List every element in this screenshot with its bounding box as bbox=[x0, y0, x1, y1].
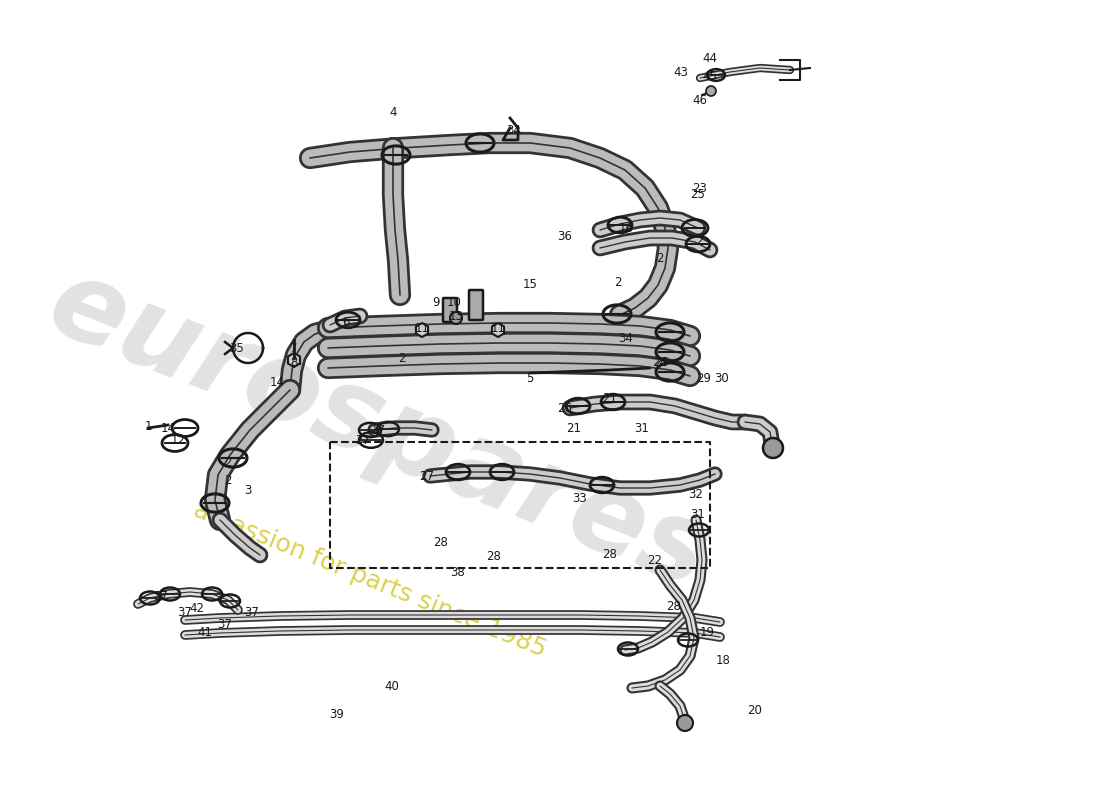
Text: 2: 2 bbox=[696, 234, 704, 246]
Text: 19: 19 bbox=[700, 626, 715, 638]
Text: 17: 17 bbox=[371, 423, 385, 437]
Text: 15: 15 bbox=[522, 278, 538, 291]
Text: 28: 28 bbox=[667, 601, 681, 614]
Text: a passion for parts since 1985: a passion for parts since 1985 bbox=[190, 498, 550, 662]
Polygon shape bbox=[288, 353, 300, 367]
Text: 11: 11 bbox=[491, 322, 506, 334]
Text: 25: 25 bbox=[691, 189, 705, 202]
Text: 43: 43 bbox=[673, 66, 689, 78]
Text: 37: 37 bbox=[244, 606, 260, 618]
Text: 45: 45 bbox=[703, 70, 717, 82]
Polygon shape bbox=[492, 323, 504, 337]
Circle shape bbox=[763, 438, 783, 458]
Text: 31: 31 bbox=[691, 507, 705, 521]
Text: 34: 34 bbox=[618, 331, 634, 345]
Text: 38: 38 bbox=[451, 566, 465, 578]
Text: 26: 26 bbox=[558, 402, 572, 414]
Text: 28: 28 bbox=[486, 550, 502, 562]
Text: 37: 37 bbox=[218, 618, 232, 630]
Text: 40: 40 bbox=[385, 679, 399, 693]
Text: 4: 4 bbox=[389, 106, 397, 118]
Text: 8: 8 bbox=[290, 355, 298, 369]
FancyBboxPatch shape bbox=[443, 298, 456, 322]
Text: 21: 21 bbox=[603, 391, 617, 405]
Text: 33: 33 bbox=[573, 491, 587, 505]
Text: 23: 23 bbox=[693, 182, 707, 194]
Text: 41: 41 bbox=[198, 626, 212, 638]
Text: 31: 31 bbox=[635, 422, 649, 434]
Text: 24: 24 bbox=[652, 355, 668, 369]
Text: 7: 7 bbox=[290, 342, 298, 354]
Text: 2: 2 bbox=[224, 474, 232, 486]
Text: 46: 46 bbox=[693, 94, 707, 106]
Text: 5: 5 bbox=[526, 371, 534, 385]
Text: 30: 30 bbox=[715, 371, 729, 385]
Text: 28: 28 bbox=[433, 535, 449, 549]
Text: 32: 32 bbox=[689, 487, 703, 501]
Text: 12: 12 bbox=[170, 434, 186, 446]
Text: 3: 3 bbox=[244, 483, 252, 497]
Text: 14: 14 bbox=[270, 375, 285, 389]
Polygon shape bbox=[416, 323, 428, 337]
Text: 2: 2 bbox=[224, 455, 232, 469]
Text: 9: 9 bbox=[432, 297, 440, 310]
Text: 1: 1 bbox=[144, 421, 152, 434]
Text: 39: 39 bbox=[330, 707, 344, 721]
Text: 16: 16 bbox=[618, 222, 634, 234]
Text: 2: 2 bbox=[657, 251, 663, 265]
Text: 27: 27 bbox=[419, 470, 435, 482]
Text: 2: 2 bbox=[614, 275, 622, 289]
Text: 42: 42 bbox=[189, 602, 205, 614]
Circle shape bbox=[450, 312, 462, 324]
Text: 10: 10 bbox=[447, 297, 461, 310]
Text: 37: 37 bbox=[154, 590, 168, 602]
Text: 44: 44 bbox=[703, 51, 717, 65]
Text: 34: 34 bbox=[507, 123, 521, 137]
Circle shape bbox=[676, 715, 693, 731]
Text: 18: 18 bbox=[716, 654, 730, 666]
Text: 22: 22 bbox=[648, 554, 662, 566]
Text: 37: 37 bbox=[355, 434, 371, 446]
Text: eurospares: eurospares bbox=[34, 249, 726, 611]
Text: 20: 20 bbox=[748, 703, 762, 717]
Text: 25: 25 bbox=[654, 355, 670, 369]
Text: 29: 29 bbox=[696, 371, 712, 385]
Text: 6: 6 bbox=[342, 315, 350, 329]
Text: 11: 11 bbox=[415, 322, 429, 334]
Text: 28: 28 bbox=[603, 549, 617, 562]
Text: 13: 13 bbox=[449, 310, 463, 322]
Text: 21: 21 bbox=[566, 422, 582, 434]
Circle shape bbox=[706, 86, 716, 96]
FancyBboxPatch shape bbox=[469, 290, 483, 320]
Text: 36: 36 bbox=[558, 230, 572, 242]
Text: 37: 37 bbox=[177, 606, 192, 618]
Text: 14: 14 bbox=[161, 422, 176, 434]
Text: 35: 35 bbox=[230, 342, 244, 354]
Text: 2: 2 bbox=[398, 351, 406, 365]
